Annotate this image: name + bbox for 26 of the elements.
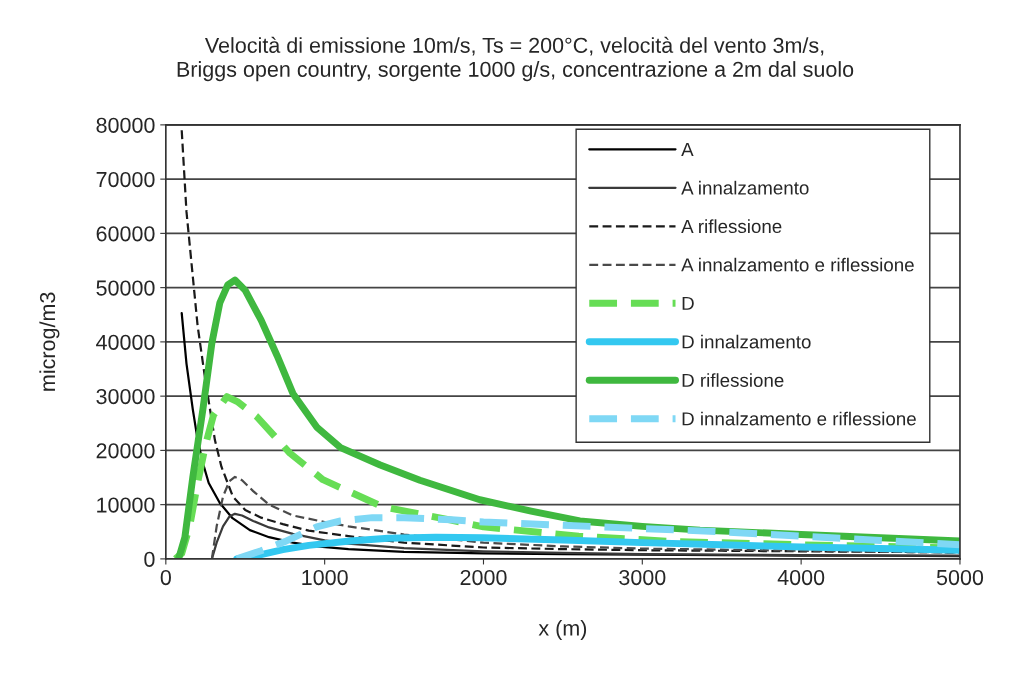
y-tick-label: 40000 [96, 334, 155, 350]
chart-title: Velocità di emissione 10m/s, Ts = 200°C, velocità del vento 3m/s, Briggs open country, sorgente 1000 g/s, concentrazione a 2m dal suolo [177, 36, 854, 82]
legend-label: A innalzamento [681, 180, 809, 195]
x-tick-label: 3000 [619, 569, 666, 586]
legend-label: A [681, 143, 694, 156]
y-tick-label: 10000 [97, 497, 155, 513]
y-tick-label: 20000 [96, 443, 155, 459]
x-tick-label: 5000 [936, 569, 984, 586]
y-tick-label: 70000 [96, 171, 155, 188]
x-tick-label: 2000 [460, 569, 507, 586]
y-tick-label: 80000 [96, 117, 155, 133]
y-axis-title: microg/m3 [39, 292, 60, 391]
x-tick-label: 0 [160, 569, 171, 586]
y-tick-label: 60000 [96, 226, 155, 242]
y-tick-label: 30000 [96, 388, 155, 405]
legend-label: D riflessione [682, 373, 784, 387]
legend-label: A riflessione [681, 219, 782, 234]
legend-label: D innalzamento e riflessione [682, 411, 916, 426]
x-tick-label: 4000 [777, 569, 825, 586]
y-tick-label: 0 [144, 551, 155, 567]
legend-label: A innalzamento e riflessione [681, 257, 914, 272]
x-axis-title: x (m) [538, 619, 587, 640]
legend-label: D innalzamento [682, 334, 811, 349]
x-tick-label: 1000 [302, 569, 348, 586]
legend-label: D [682, 296, 694, 310]
y-tick-label: 50000 [96, 280, 155, 296]
